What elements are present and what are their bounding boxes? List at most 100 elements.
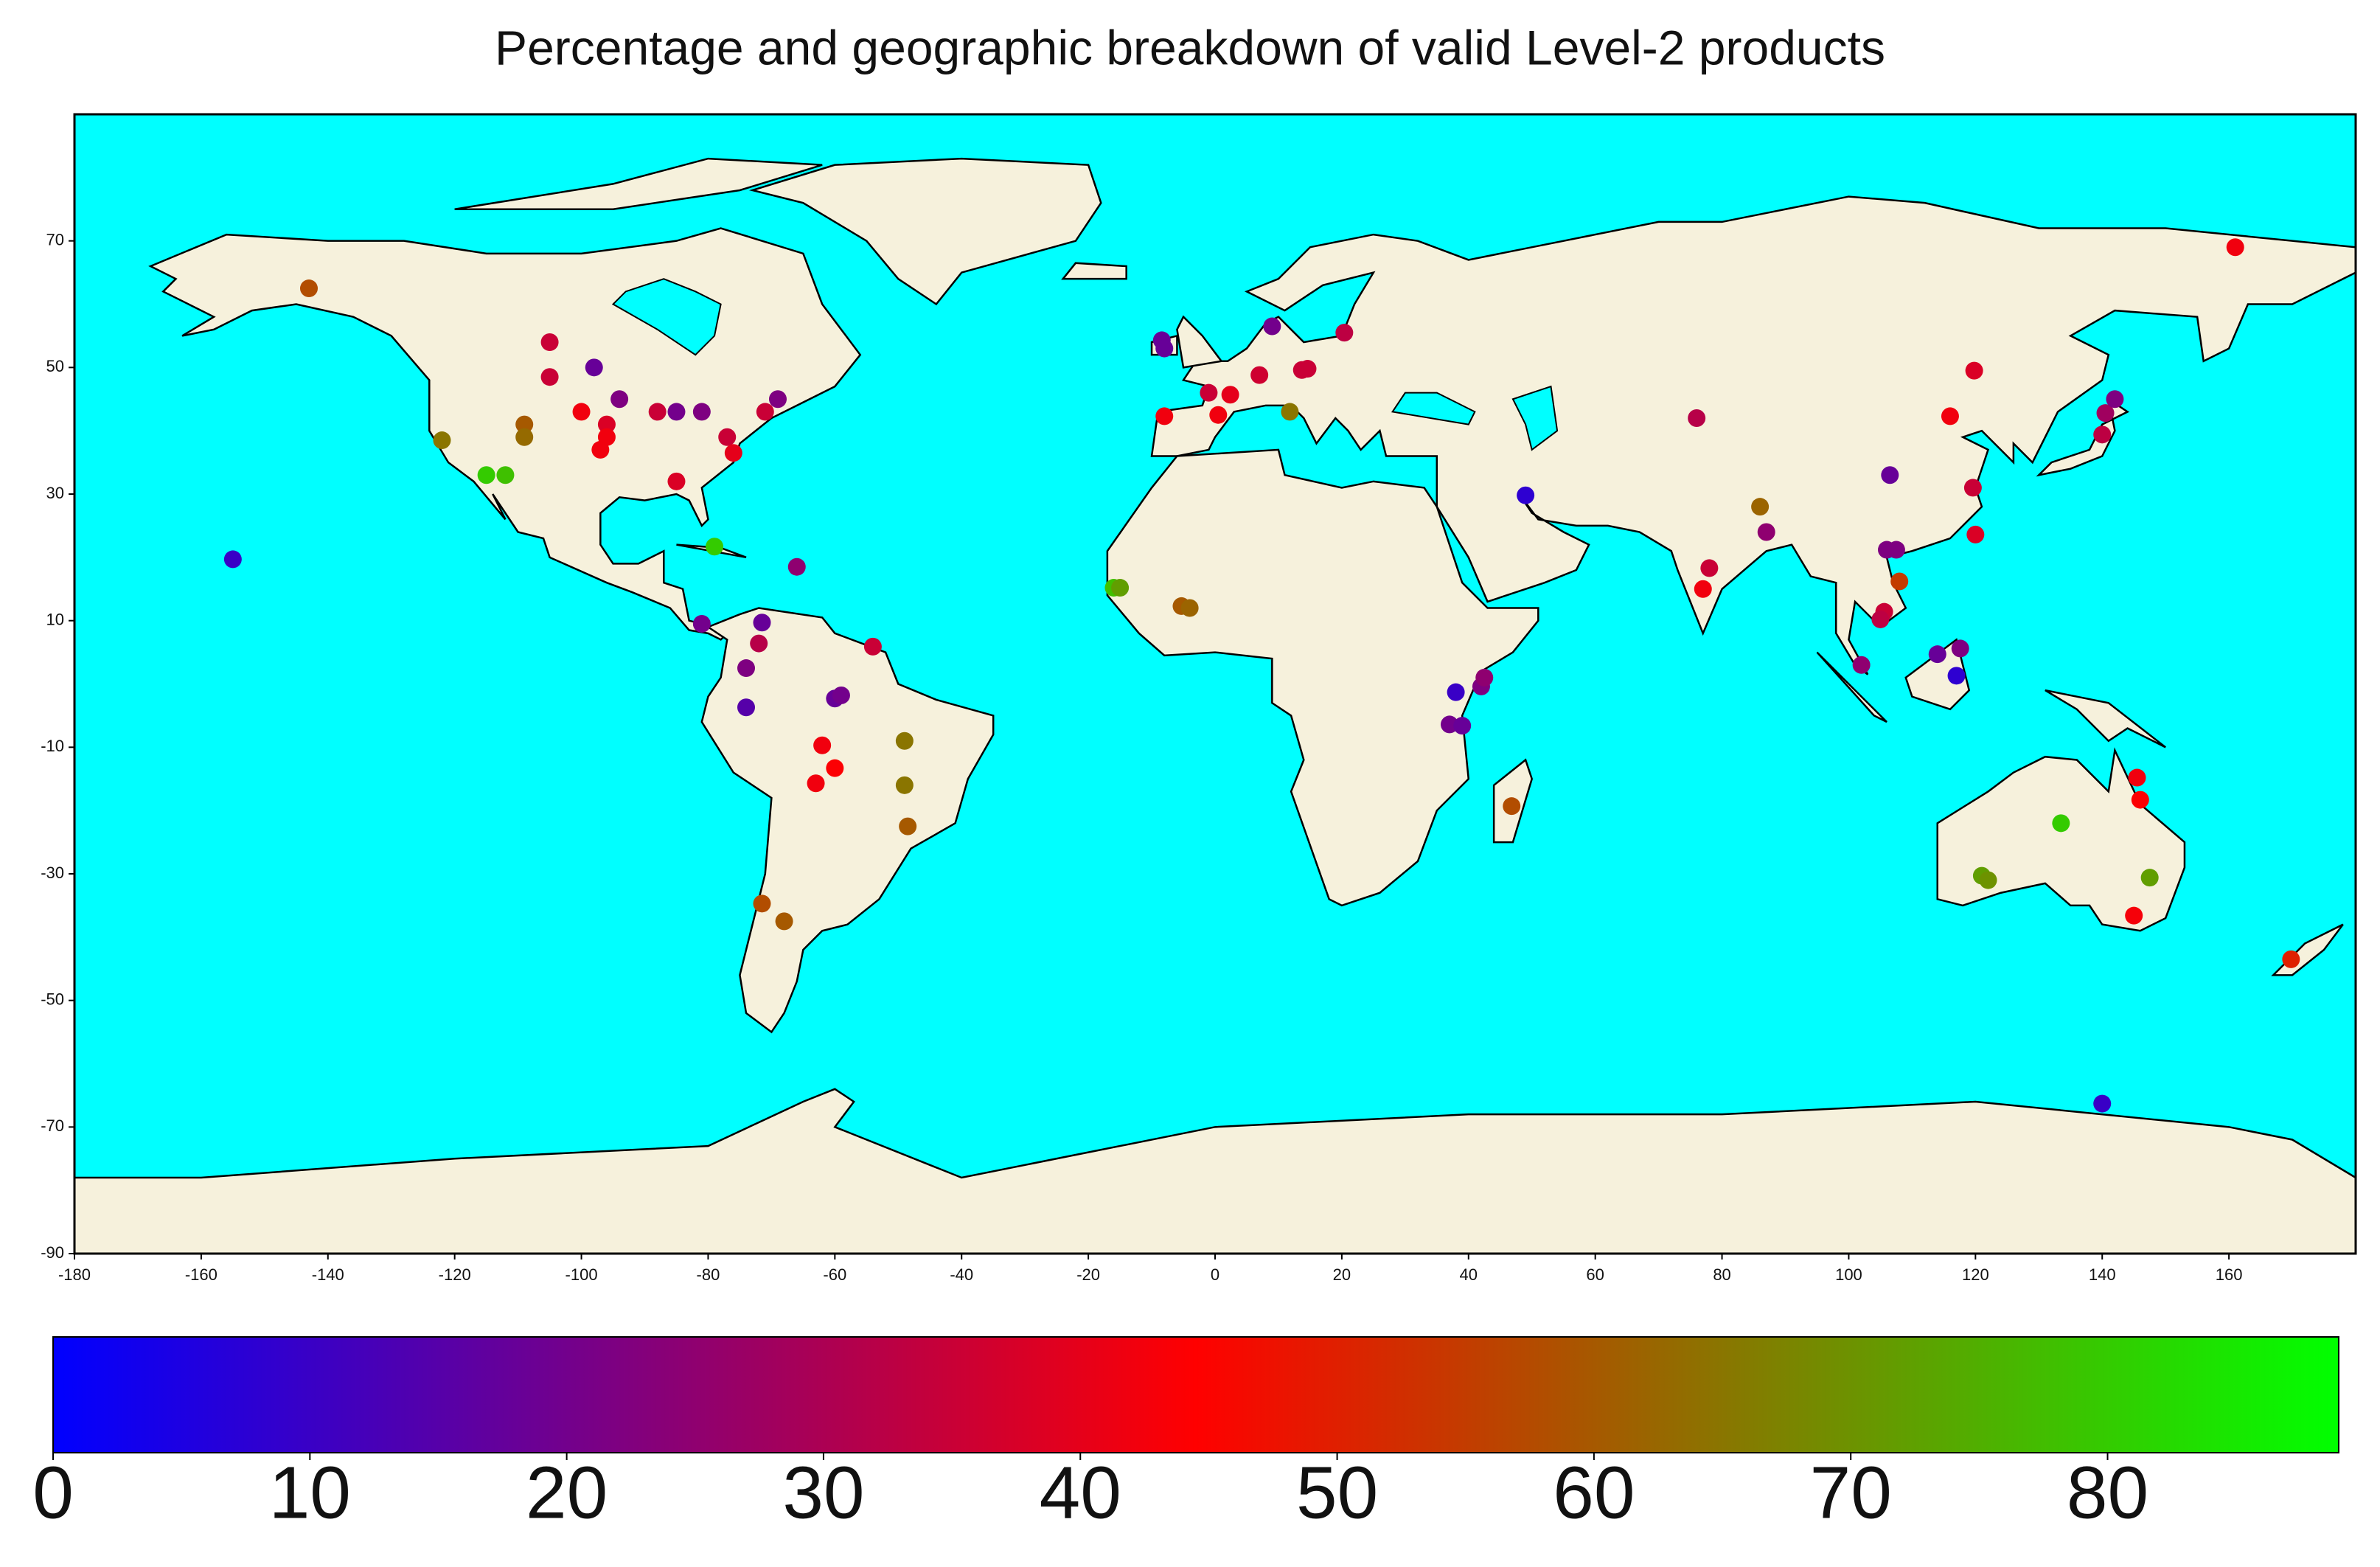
site-point [1298, 360, 1317, 378]
site-point [1155, 339, 1174, 358]
site-point [610, 390, 629, 409]
site-point [591, 440, 610, 459]
x-tick-label: -40 [950, 1265, 973, 1284]
hudson-bay [613, 279, 721, 355]
site-point [477, 466, 495, 484]
site-point [2106, 390, 2124, 409]
site-point [299, 279, 318, 298]
colorbar-tick-label: 0 [32, 1451, 74, 1534]
site-point [1965, 361, 1983, 380]
site-point [692, 403, 711, 421]
y-tick-label: 50 [46, 357, 64, 375]
x-tick-label: -180 [58, 1265, 91, 1284]
site-point [1281, 403, 1299, 421]
site-point [2096, 404, 2115, 423]
colorbar-tick-label: 60 [1553, 1451, 1635, 1534]
x-tick-label: -140 [312, 1265, 344, 1284]
site-point [585, 358, 603, 377]
antarctica [74, 1089, 2356, 1254]
site-point [1757, 523, 1775, 541]
site-point [1928, 645, 1946, 664]
australia [1938, 751, 2185, 931]
site-point [597, 415, 616, 434]
site-point [1688, 409, 1706, 427]
site-point [1447, 683, 1465, 701]
land [74, 159, 2356, 1254]
site-point [895, 776, 914, 794]
x-tick-label: 100 [1835, 1265, 1862, 1284]
site-point [895, 732, 914, 750]
site-point [540, 333, 559, 351]
site-point [863, 637, 882, 656]
site-point [1180, 599, 1199, 617]
britain [1177, 317, 1221, 368]
site-point [1963, 479, 1982, 497]
site-point [1221, 386, 1239, 404]
site-point [1200, 383, 1218, 402]
site-point [756, 403, 774, 421]
site-point [813, 736, 832, 754]
arctic-islands [455, 159, 822, 209]
y-tick-label: -50 [41, 990, 64, 1008]
site-point [667, 403, 686, 421]
site-point [496, 466, 515, 484]
south-america [702, 608, 993, 1032]
site-point [1751, 498, 1770, 516]
site-point [2052, 814, 2070, 833]
x-tick-label: 80 [1713, 1265, 1730, 1284]
colorbar-tick-label: 50 [1296, 1451, 1378, 1534]
x-tick-label: -60 [823, 1265, 846, 1284]
x-tick-label: -120 [439, 1265, 471, 1284]
site-point [1517, 486, 1535, 504]
colorbar-tick-label: 80 [2067, 1451, 2148, 1534]
site-point [768, 390, 787, 409]
x-tick-label: -100 [566, 1265, 598, 1284]
site-point [1887, 541, 1905, 559]
basemap [74, 159, 2356, 1254]
site-point [515, 415, 534, 434]
site-point [2282, 950, 2300, 968]
y-tick-label: -10 [41, 737, 64, 755]
site-point [775, 912, 793, 931]
site-point [1979, 871, 1997, 889]
x-tick-label: -80 [697, 1265, 720, 1284]
colorbar-tick-label: 20 [526, 1451, 608, 1534]
site-point [692, 614, 711, 633]
site-point [515, 428, 534, 446]
africa [1107, 450, 1538, 906]
site-point [807, 774, 825, 793]
colorbar-tick-label: 10 [269, 1451, 351, 1534]
x-tick-label: 40 [1460, 1265, 1478, 1284]
site-point [1881, 466, 1899, 484]
sumatra [1817, 653, 1887, 722]
site-point [1250, 366, 1269, 384]
y-tick-label: -70 [41, 1116, 64, 1135]
site-point [2226, 238, 2244, 257]
site-point [1852, 656, 1871, 674]
site-point [724, 444, 742, 462]
y-tick-label: -90 [41, 1243, 64, 1262]
site-point [2140, 869, 2159, 887]
site-point [1111, 579, 1130, 597]
site-point [648, 403, 667, 421]
site-point [753, 614, 771, 632]
site-point [1453, 717, 1472, 735]
site-point [1503, 797, 1521, 816]
x-tick-label: -160 [185, 1265, 218, 1284]
black-sea [1393, 393, 1475, 425]
y-tick-label: -30 [41, 864, 64, 882]
site-point [899, 817, 917, 835]
site-point [1475, 668, 1494, 687]
x-tick-label: 20 [1333, 1265, 1351, 1284]
colorbar-tick-label: 70 [1810, 1451, 1892, 1534]
iceland [1063, 263, 1127, 279]
site-point [1700, 559, 1719, 577]
site-point [826, 759, 844, 777]
colorbar-tick-label: 30 [782, 1451, 864, 1534]
site-point [787, 557, 806, 576]
site-point [1335, 324, 1354, 342]
site-point [2128, 768, 2146, 787]
x-tick-label: 60 [1586, 1265, 1604, 1284]
colorbar [52, 1336, 2339, 1453]
